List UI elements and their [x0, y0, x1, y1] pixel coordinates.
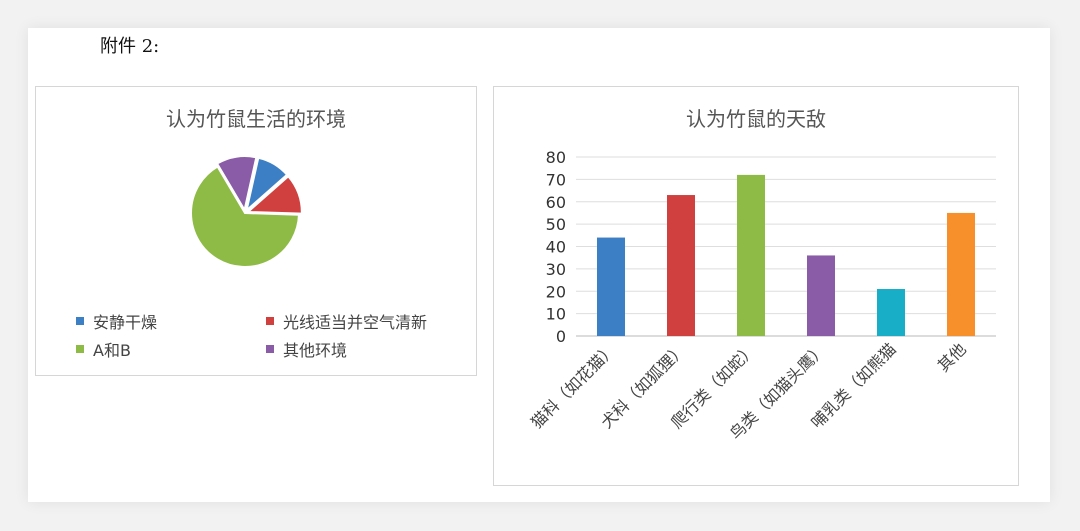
legend-item-a-and-b: A和B: [76, 337, 131, 361]
pie-slice-light-air: [245, 174, 303, 215]
pie-chart-panel: 认为竹鼠生活的环境 安静干燥 光线适当并空气清新 A和B 其他环境: [35, 86, 477, 376]
pie-chart: [190, 155, 303, 268]
legend-swatch: [76, 317, 84, 325]
y-tick-label: 0: [556, 327, 566, 346]
legend-swatch: [76, 345, 84, 353]
legend-swatch: [266, 317, 274, 325]
legend-item-other: 其他环境: [266, 337, 347, 361]
legend-swatch: [266, 345, 274, 353]
legend-label: 其他环境: [283, 341, 348, 360]
bar: [807, 255, 835, 336]
y-tick-label: 50: [546, 215, 566, 234]
pie-slice-a-and-b: [190, 165, 301, 268]
bar-chart-title: 认为竹鼠的天敌: [686, 107, 826, 131]
legend-label: A和B: [93, 341, 131, 360]
bar-chart: 01020304050607080猫科（如花猫）犬科（如狐狸）爬行类（如蛇）鸟类…: [527, 148, 996, 443]
pie-slice-other: [215, 155, 258, 213]
bar-chart-panel: 认为竹鼠的天敌 0 10 20 30 40 50 60 70 80 猫科（如花猫） 犬科（如狐狸）爬…: [493, 86, 1019, 486]
bar: [667, 195, 695, 336]
y-tick-label: 60: [546, 193, 566, 212]
document-page: 附件 2: 认为竹鼠生活的环境 安静干燥 光线适当并空气清新 A和B 其他环境 …: [28, 28, 1050, 502]
y-tick-label: 70: [546, 170, 566, 189]
legend-label: 安静干燥: [93, 313, 158, 332]
legend-item-light-air: 光线适当并空气清新: [266, 309, 427, 333]
attachment-label: 附件 2:: [100, 36, 160, 57]
legend-label: 光线适当并空气清新: [283, 313, 428, 332]
bar: [737, 174, 765, 336]
bar: [877, 289, 905, 336]
y-tick-label: 20: [546, 282, 566, 301]
y-tick-label: 30: [546, 260, 566, 279]
y-tick-label: 80: [546, 148, 566, 167]
pie-slice-quiet-dry: [244, 156, 289, 214]
y-tick-label: 40: [546, 238, 566, 257]
y-tick-label: 10: [546, 305, 566, 324]
legend-item-quiet-dry: 安静干燥: [76, 309, 157, 333]
pie-chart-title: 认为竹鼠生活的环境: [166, 107, 346, 131]
bar: [947, 212, 975, 336]
bar: [597, 237, 625, 336]
x-tick-label: 其他: [934, 339, 970, 375]
